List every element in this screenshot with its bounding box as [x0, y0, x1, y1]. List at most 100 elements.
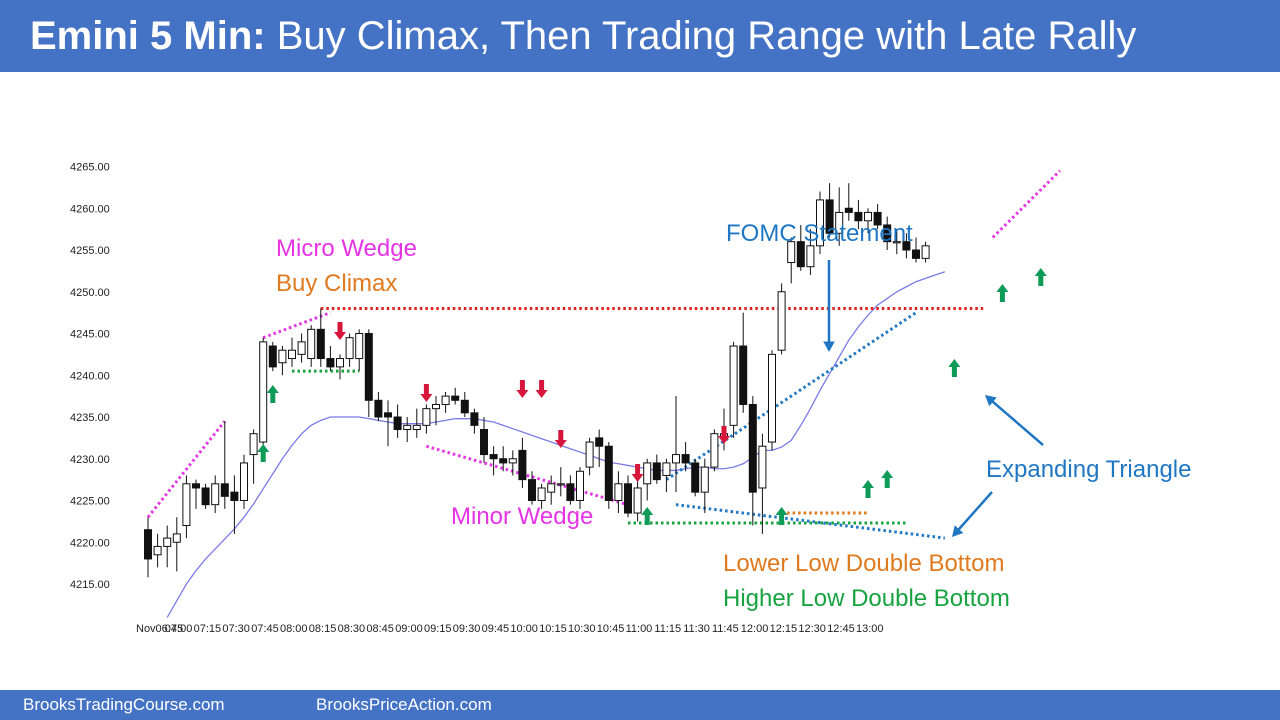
x-tick-label: 07:15: [194, 623, 222, 635]
bull-candle: [249, 433, 258, 456]
x-tick-label: 12:45: [827, 623, 855, 635]
bear-candle: [566, 483, 575, 501]
bear-candle: [480, 429, 488, 456]
bear-candle: [691, 462, 700, 493]
x-tick-label: 11:00: [626, 623, 653, 635]
bull-candle: [729, 345, 738, 426]
expanding-triangle-label: Expanding Triangle: [986, 456, 1192, 483]
bear-candle: [844, 207, 853, 213]
higher-low-double-bottom-label: Higher Low Double Bottom: [723, 585, 1010, 612]
sell-signal-arrow: [420, 384, 433, 402]
expanding-triangle-upper-line: [665, 311, 917, 481]
footer-right-site: BrooksPriceAction.com: [316, 695, 492, 714]
title-banner: Emini 5 Min: Buy Climax, Then Trading Ra…: [0, 0, 1280, 72]
bear-candle: [739, 345, 748, 405]
bear-candle: [883, 224, 892, 243]
fomc-pointer-arrow: [823, 260, 835, 352]
expanding-triangle-pointer-arrow-up: [985, 395, 1044, 446]
bull-candle: [278, 349, 287, 364]
buy-signal-arrow: [775, 507, 788, 525]
bear-candle: [451, 395, 460, 401]
y-tick-label: 4240.00: [70, 370, 110, 382]
expanding-triangle-pointer-arrow-down: [952, 491, 993, 537]
micro-wedge-label: Micro Wedge: [276, 235, 417, 262]
bull-candle: [163, 537, 172, 547]
bear-candle: [902, 241, 911, 251]
sell-signal-arrow: [718, 426, 730, 444]
x-tick-label: 08:30: [338, 623, 366, 635]
x-tick-label: 13:00: [856, 623, 884, 635]
bull-candle: [240, 462, 248, 501]
x-tick-label: 08:15: [309, 623, 337, 635]
y-tick-label: 4225.00: [70, 496, 110, 508]
y-tick-label: 4245.00: [70, 329, 110, 341]
bear-candle: [825, 199, 834, 234]
buy-signal-arrow: [641, 507, 654, 525]
bull-candle: [835, 211, 844, 234]
bull-candle: [787, 241, 796, 264]
y-tick-label: 4235.00: [70, 412, 110, 424]
bear-candle: [316, 328, 325, 360]
bear-candle: [326, 358, 335, 368]
bear-candle: [873, 211, 882, 226]
bear-candle: [604, 445, 613, 502]
bull-candle: [412, 424, 421, 431]
footer-left-site: BrooksTradingCourse.com: [23, 695, 225, 714]
bear-candle: [796, 241, 805, 268]
x-tick-label: 09:00: [395, 623, 423, 635]
bear-candle: [144, 529, 152, 560]
title-rest: Buy Climax, Then Trading Range with Late…: [265, 14, 1137, 58]
page-title: Emini 5 Min: Buy Climax, Then Trading Ra…: [30, 12, 1136, 60]
y-tick-label: 4250.00: [70, 287, 110, 299]
buy-signal-arrow: [996, 284, 1009, 302]
buy-signal-arrow: [266, 385, 279, 403]
buy-signal-arrow: [948, 359, 961, 377]
bull-candle: [355, 333, 364, 360]
bear-candle: [364, 333, 373, 401]
bull-candle: [614, 483, 623, 501]
y-tick-label: 4220.00: [70, 537, 110, 549]
bull-candle: [700, 466, 709, 493]
bear-candle: [230, 491, 239, 501]
bear-candle: [681, 454, 690, 464]
micro-wedge-line-1: [146, 420, 226, 519]
sell-signal-arrow: [554, 430, 567, 448]
x-tick-label: 08:00: [280, 623, 308, 635]
bear-candle: [393, 416, 402, 431]
x-tick-label: 07:30: [222, 623, 250, 635]
y-tick-label: 4215.00: [70, 579, 110, 591]
title-bold: Emini 5 Min:: [30, 14, 266, 58]
bull-candle: [182, 483, 191, 527]
bear-candle: [220, 483, 229, 497]
y-tick-label: 4230.00: [70, 454, 110, 466]
bull-candle: [892, 241, 901, 244]
x-tick-label: 12:15: [770, 623, 798, 635]
x-tick-label: 09:45: [482, 623, 510, 635]
candlestick-chart: 4215.00 4220.00 4225.00 4230.00 4235.00 4240.…: [70, 162, 1062, 635]
x-tick-label: 11:15: [654, 623, 681, 635]
bear-candle: [201, 487, 210, 506]
bull-candle: [758, 445, 767, 489]
buy-signal-arrow: [257, 444, 270, 462]
buy-climax-label: Buy Climax: [276, 270, 398, 297]
x-tick-label: 10:15: [539, 623, 567, 635]
bear-candle: [748, 403, 757, 493]
bear-candle: [652, 462, 661, 481]
bull-candle: [643, 462, 652, 485]
bull-candle: [441, 395, 450, 405]
bear-candle: [528, 479, 536, 501]
bear-candle: [518, 449, 527, 481]
bear-candle: [912, 249, 920, 259]
buy-signal-arrow: [881, 470, 894, 488]
bull-candle: [547, 483, 556, 493]
minor-wedge-line: [425, 444, 629, 507]
x-tick-label: 10:45: [597, 623, 625, 635]
bull-candle: [768, 353, 776, 443]
y-tick-label: 4255.00: [70, 245, 110, 257]
sell-signal-arrow: [535, 380, 548, 398]
bull-candle: [537, 487, 546, 502]
x-tick-label: 10:00: [510, 623, 538, 635]
bull-candle: [806, 245, 815, 268]
bear-candle: [192, 483, 200, 489]
bull-candle: [508, 458, 517, 464]
